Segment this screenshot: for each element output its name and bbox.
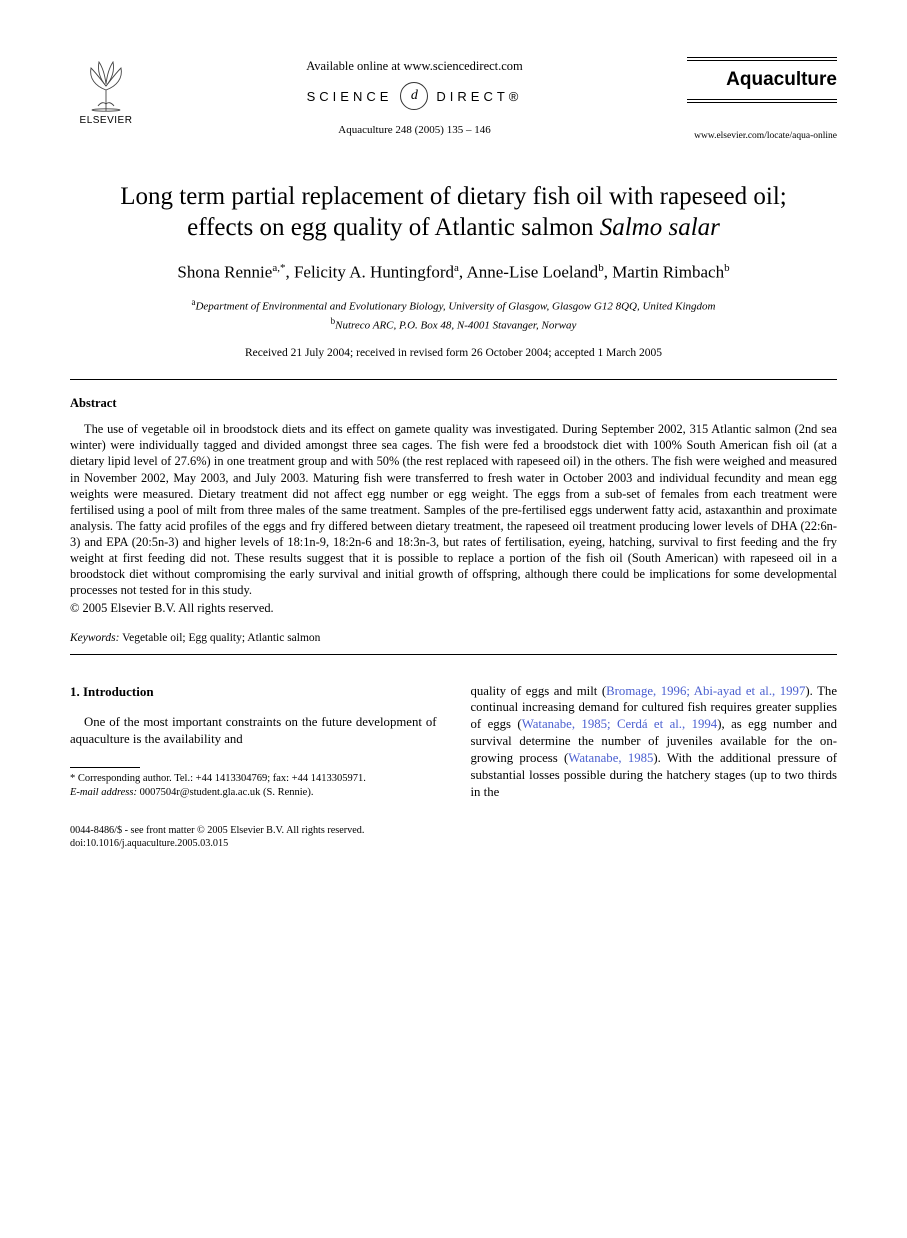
email-label: E-mail address: — [70, 787, 137, 798]
bottom-meta: 0044-8486/$ - see front matter © 2005 El… — [70, 825, 837, 851]
sciencedirect-logo: SCIENCE d DIRECT® — [307, 82, 523, 110]
author-2: Felicity A. Huntingford — [294, 262, 454, 281]
journal-rule-top — [687, 57, 837, 58]
column-left: 1. Introduction One of the most importan… — [70, 683, 437, 801]
affiliations: aDepartment of Environmental and Evoluti… — [70, 296, 837, 333]
ref-watanabe[interactable]: Watanabe, 1985 — [568, 751, 653, 765]
abstract-heading: Abstract — [70, 396, 837, 411]
affil-a: Department of Environmental and Evolutio… — [195, 301, 715, 313]
journal-url: www.elsevier.com/locate/aqua-online — [687, 131, 837, 141]
sd-swirl-icon: d — [400, 82, 428, 110]
journal-rule-top2 — [687, 60, 837, 61]
front-matter-line: 0044-8486/$ - see front matter © 2005 El… — [70, 825, 837, 838]
ref-watanabe-cerda[interactable]: Watanabe, 1985; Cerdá et al., 1994 — [522, 717, 718, 731]
intro-heading: 1. Introduction — [70, 683, 437, 700]
body-columns: 1. Introduction One of the most importan… — [70, 683, 837, 801]
journal-name: Aquaculture — [687, 69, 837, 91]
affil-b: Nutreco ARC, P.O. Box 48, N-4001 Stavang… — [335, 319, 576, 331]
author-3: Anne-Lise Loeland — [466, 262, 598, 281]
journal-rule-bot — [687, 99, 837, 100]
author-3-affil: b — [598, 262, 604, 274]
email-line: E-mail address: 0007504r@student.gla.ac.… — [70, 786, 437, 800]
intro-col1-p1: One of the most important constraints on… — [70, 714, 437, 748]
footnote-rule — [70, 767, 140, 768]
journal-box: Aquaculture www.elsevier.com/locate/aqua… — [687, 55, 837, 141]
header-row: ELSEVIER Available online at www.science… — [70, 55, 837, 141]
authors: Shona Renniea,*, Felicity A. Huntingford… — [70, 262, 837, 283]
corresponding-author: * Corresponding author. Tel.: +44 141330… — [70, 772, 437, 786]
abstract-body: The use of vegetable oil in broodstock d… — [70, 421, 837, 598]
author-2-affil: a — [454, 262, 459, 274]
ref-bromage[interactable]: Bromage, 1996; Abi-ayad et al., 1997 — [606, 684, 805, 698]
sd-text-right: DIRECT® — [436, 89, 522, 104]
page: ELSEVIER Available online at www.science… — [0, 0, 907, 890]
elsevier-label: ELSEVIER — [80, 115, 133, 126]
keywords: Keywords: Vegetable oil; Egg quality; At… — [70, 632, 837, 644]
article-title: Long term partial replacement of dietary… — [90, 181, 817, 244]
title-line2-plain: effects on egg quality of Atlantic salmo… — [187, 214, 600, 241]
available-online-line: Available online at www.sciencedirect.co… — [142, 59, 687, 74]
keywords-label: Keywords: — [70, 632, 119, 644]
title-line2-italic: Salmo salar — [600, 214, 720, 241]
keywords-text: Vegetable oil; Egg quality; Atlantic sal… — [119, 632, 320, 644]
author-1: Shona Rennie — [177, 262, 272, 281]
col2-frag1: quality of eggs and milt ( — [471, 684, 607, 698]
author-4: Martin Rimbach — [612, 262, 724, 281]
author-4-affil: b — [724, 262, 730, 274]
intro-col2: quality of eggs and milt (Bromage, 1996;… — [471, 683, 838, 801]
sd-text-left: SCIENCE — [307, 89, 393, 104]
citation-line: Aquaculture 248 (2005) 135 – 146 — [142, 124, 687, 136]
doi-line: doi:10.1016/j.aquaculture.2005.03.015 — [70, 838, 837, 851]
author-1-affil: a,* — [272, 262, 285, 274]
article-dates: Received 21 July 2004; received in revis… — [70, 347, 837, 359]
email-value: 0007504r@student.gla.ac.uk (S. Rennie). — [137, 787, 313, 798]
rule-above-abstract — [70, 379, 837, 380]
center-header: Available online at www.sciencedirect.co… — [142, 55, 687, 136]
title-line1: Long term partial replacement of dietary… — [120, 183, 786, 210]
column-right: quality of eggs and milt (Bromage, 1996;… — [471, 683, 838, 801]
footnotes: * Corresponding author. Tel.: +44 141330… — [70, 772, 437, 799]
elsevier-logo: ELSEVIER — [70, 55, 142, 135]
journal-rule-bot2 — [687, 102, 837, 103]
abstract-copyright: © 2005 Elsevier B.V. All rights reserved… — [70, 601, 837, 616]
elsevier-tree-icon — [76, 55, 136, 113]
rule-below-keywords — [70, 654, 837, 655]
